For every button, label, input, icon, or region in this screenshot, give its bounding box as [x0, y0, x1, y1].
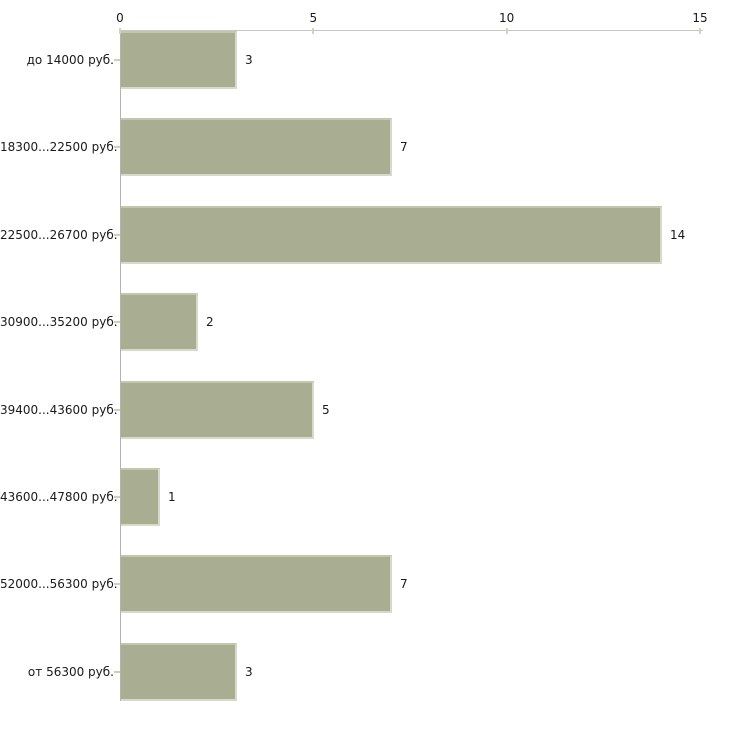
x-axis-tick-label: 0 [116, 11, 124, 25]
bar [121, 642, 237, 701]
category-label: 18300...22500 руб. [0, 140, 118, 155]
category-tick [114, 408, 120, 411]
bar [121, 555, 392, 614]
category-label: до 14000 руб. [26, 53, 114, 67]
bar-value-label: 7 [400, 140, 408, 155]
category-tick [114, 321, 120, 324]
category-tick [114, 233, 120, 236]
category-tick [114, 583, 120, 586]
category-tick [114, 670, 120, 673]
bar-value-label: 1 [168, 490, 176, 504]
x-axis-tick-label: 10 [499, 11, 515, 25]
bar-value-label: 3 [245, 664, 253, 679]
y-axis-line [120, 30, 121, 701]
category-tick [114, 146, 120, 149]
category-tick [114, 496, 120, 498]
bar [121, 118, 392, 177]
category-label: 52000...56300 руб. [0, 577, 118, 592]
x-axis-tick [119, 28, 121, 34]
x-axis-tick [505, 28, 508, 34]
bar [121, 31, 237, 89]
bar [121, 293, 198, 352]
category-label: 43600...47800 руб. [0, 490, 118, 504]
x-axis-tick-label: 15 [692, 11, 708, 25]
bar-value-label: 5 [322, 402, 330, 417]
category-tick [114, 59, 120, 61]
bar-value-label: 2 [206, 315, 214, 330]
bar [121, 380, 314, 439]
category-label: 39400...43600 руб. [0, 402, 118, 417]
x-axis-tick [312, 28, 315, 34]
x-axis-tick [699, 28, 701, 34]
bar [121, 205, 662, 264]
bar [121, 468, 160, 526]
x-axis-tick-label: 5 [309, 11, 318, 25]
x-axis-line [120, 30, 703, 31]
category-label: от 56300 руб. [27, 664, 114, 679]
category-label: 30900...35200 руб. [0, 315, 118, 330]
category-label: 22500...26700 руб. [0, 227, 118, 242]
bar-value-label: 3 [245, 53, 253, 67]
bar-value-label: 7 [400, 577, 408, 592]
bar-value-label: 14 [670, 227, 686, 242]
